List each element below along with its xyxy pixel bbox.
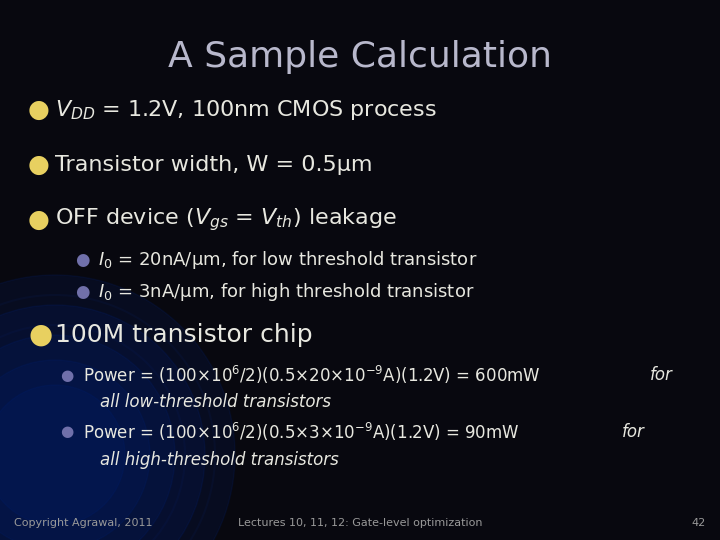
Text: ●: ●	[28, 321, 53, 349]
Circle shape	[0, 275, 235, 540]
Text: ●: ●	[28, 153, 50, 177]
Circle shape	[0, 335, 175, 540]
Text: ●: ●	[28, 98, 50, 122]
Text: ●: ●	[75, 251, 89, 269]
Text: ●: ●	[75, 283, 89, 301]
Circle shape	[0, 360, 150, 540]
Text: ●: ●	[60, 368, 73, 382]
Text: OFF device ($V_{gs}$ = $V_{th}$) leakage: OFF device ($V_{gs}$ = $V_{th}$) leakage	[55, 207, 397, 233]
Text: $V_{DD}$ = 1.2V, 100nm CMOS process: $V_{DD}$ = 1.2V, 100nm CMOS process	[55, 98, 437, 122]
Text: 42: 42	[692, 518, 706, 528]
Text: ●: ●	[28, 208, 50, 232]
Text: all low-threshold transistors: all low-threshold transistors	[100, 393, 331, 411]
Text: A Sample Calculation: A Sample Calculation	[168, 40, 552, 74]
Text: Transistor width, W = 0.5μm: Transistor width, W = 0.5μm	[55, 155, 372, 175]
Text: all high-threshold transistors: all high-threshold transistors	[100, 451, 338, 469]
Text: Copyright Agrawal, 2011: Copyright Agrawal, 2011	[14, 518, 153, 528]
Text: $I_0$ = 20nA/μm, for low threshold transistor: $I_0$ = 20nA/μm, for low threshold trans…	[98, 249, 477, 271]
Text: $I_0$ = 3nA/μm, for high threshold transistor: $I_0$ = 3nA/μm, for high threshold trans…	[98, 281, 474, 303]
Text: for: for	[650, 366, 673, 384]
Text: 100M transistor chip: 100M transistor chip	[55, 323, 312, 347]
Circle shape	[0, 305, 205, 540]
Text: Power = (100×10$^{6}$/2)(0.5×3×10$^{-9}$A)(1.2V) = 90mW: Power = (100×10$^{6}$/2)(0.5×3×10$^{-9}$…	[83, 421, 520, 443]
Text: Power = (100×10$^{6}$/2)(0.5×20×10$^{-9}$A)(1.2V) = 600mW: Power = (100×10$^{6}$/2)(0.5×20×10$^{-9}…	[83, 364, 541, 386]
Text: ●: ●	[60, 424, 73, 440]
Text: for: for	[622, 423, 645, 441]
Circle shape	[0, 385, 125, 525]
Text: Lectures 10, 11, 12: Gate-level optimization: Lectures 10, 11, 12: Gate-level optimiza…	[238, 518, 482, 528]
